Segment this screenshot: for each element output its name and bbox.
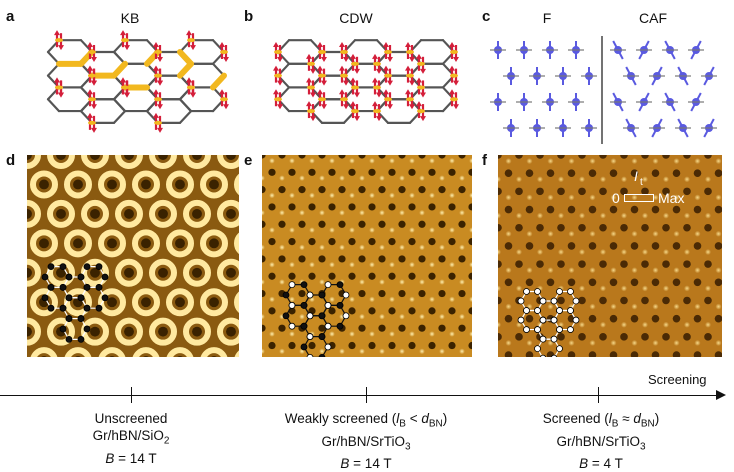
panel-letter-d: d [6,152,16,169]
caption-unscreened-field: B = 14 T [105,450,157,466]
colorbar-max-label: Max [658,190,685,206]
caption-screened-substrate: Gr/hBN/SrTiO3 [556,433,646,453]
stm-image-unscreened [27,155,239,357]
screening-axis-label: Screening [648,372,707,387]
caption-screened-field: B = 4 T [579,456,623,472]
panel-title-cdw: CDW [339,10,373,26]
caption-unscreened: Unscreened Gr/hBN/SiO2 B = 14 T [56,410,206,467]
panel-title-caf: CAF [639,10,667,26]
panel-letter-a: a [6,8,15,25]
caption-weakly-screened-substrate: Gr/hBN/SrTiO3 [321,433,411,453]
tunnelling-current-colorbar: I t 0 Max [610,168,700,208]
caption-weakly-screened: Weakly screened (lB < dBN) Gr/hBN/SrTiO3… [256,410,476,472]
axis-tick-screened [598,387,599,403]
caption-screened-regime: Screened (lB ≈ dBN) [542,411,660,430]
axis-tick-weakly-screened [366,387,367,403]
colorbar-scale [624,194,654,202]
charge-density-wave-lattice-diagram [273,39,459,124]
panel-title-f: F [542,10,552,26]
caption-unscreened-regime: Unscreened [94,411,168,426]
screening-axis [0,395,724,396]
screening-axis-arrowhead [716,390,726,400]
panel-letter-e: e [244,152,253,169]
stm-image-weakly-screened [262,155,472,357]
caption-unscreened-substrate: Gr/hBN/SiO2 [92,428,170,447]
colorbar-min-label: 0 [612,190,620,206]
kekule-bond-lattice-diagram [46,30,229,133]
caption-screened: Screened (lB ≈ dBN) Gr/hBN/SrTiO3 B = 4 … [506,410,696,472]
stm-image-screened [498,155,722,357]
caption-weakly-screened-regime: Weakly screened (lB < dBN) [284,411,448,430]
colorbar-symbol: I [634,168,638,184]
caption-weakly-screened-field: B = 14 T [340,456,392,472]
axis-tick-unscreened [131,387,132,403]
panel-title-kb: KB [120,10,140,26]
ferromagnet-canted-antiferromagnet-diagram [490,36,717,144]
colorbar-subscript: t [640,177,643,188]
panel-letter-f: f [482,152,487,169]
panel-letter-b: b [244,8,254,25]
panel-letter-c: c [482,8,491,25]
